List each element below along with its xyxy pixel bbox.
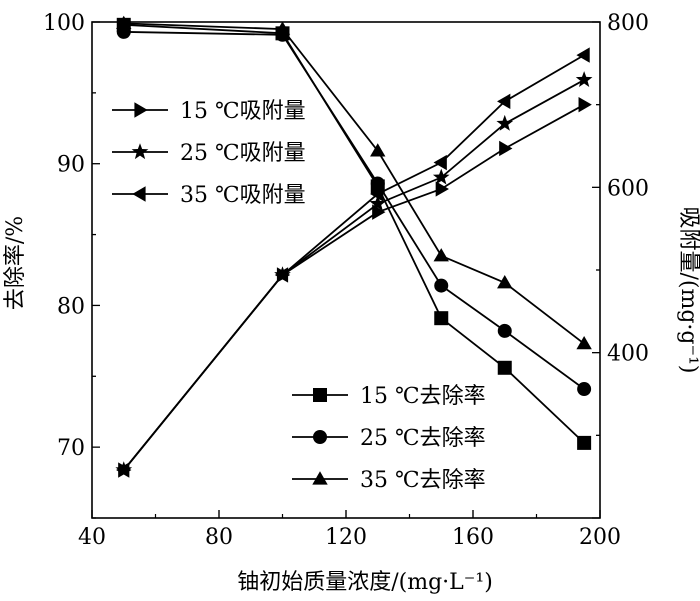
legend-marker <box>313 388 327 402</box>
series-line-1 <box>123 31 585 390</box>
axis-ticks <box>91 21 601 519</box>
legend-label: 25 ℃吸附量 <box>180 141 306 166</box>
data-point <box>576 47 590 63</box>
legend-removal: 15 ℃去除率 25 ℃去除率 35 ℃去除率 <box>292 384 486 493</box>
x-tick-label: 120 <box>325 525 367 550</box>
x-tick-label: 200 <box>579 525 621 550</box>
data-point <box>497 323 512 338</box>
series-markers <box>115 15 593 478</box>
series-line-5 <box>123 54 585 471</box>
series-line-0 <box>123 23 585 444</box>
legend-marker <box>312 471 328 485</box>
data-point <box>433 154 447 171</box>
legend-marker <box>132 186 146 202</box>
series-line-4 <box>123 79 585 471</box>
data-point <box>577 435 592 450</box>
left-y-tick-label: 100 <box>43 11 85 36</box>
x-tick-label: 160 <box>452 525 494 550</box>
right-y-tick-label: 600 <box>607 176 649 201</box>
data-point <box>497 360 512 375</box>
left-y-tick-label: 90 <box>57 153 85 178</box>
legends: 15 ℃吸附量 25 ℃吸附量 35 ℃吸附量 15 ℃去除率 25 ℃去除率 35 ℃去… <box>112 99 486 493</box>
x-tick-label: 80 <box>205 525 233 550</box>
legend-label: 25 ℃去除率 <box>360 426 486 451</box>
data-point <box>274 267 289 283</box>
data-point <box>496 114 514 131</box>
series-markers-4 <box>115 71 593 478</box>
right-y-tick-label: 800 <box>607 11 649 36</box>
left-y-axis-title: 去除率/% <box>3 216 28 310</box>
axis-tick-labels: 40 80 120 160 200 70 80 90 100 400 600 800 <box>43 11 649 550</box>
series-markers-1 <box>116 24 592 397</box>
data-point <box>370 176 385 191</box>
data-point <box>435 181 449 197</box>
data-point <box>499 140 513 157</box>
data-point <box>434 278 449 293</box>
x-tick-label: 40 <box>78 525 106 550</box>
legend-label: 15 ℃吸附量 <box>180 99 306 124</box>
left-y-tick-label: 80 <box>57 294 85 319</box>
data-point <box>432 168 450 185</box>
right-y-tick-label: 400 <box>607 342 649 367</box>
series-lines <box>123 22 585 471</box>
data-point <box>578 96 592 113</box>
x-axis-title: 铀初始质量浓度/(mg·L⁻¹) <box>237 570 493 595</box>
right-y-axis-title: 吸附量/(mg·g⁻¹) <box>676 206 700 373</box>
data-point <box>497 93 511 110</box>
data-point <box>577 382 592 397</box>
plot-border <box>91 21 601 519</box>
data-point <box>116 462 130 478</box>
data-point <box>116 15 132 30</box>
data-point <box>370 143 386 157</box>
plot-frame <box>91 21 601 519</box>
data-point <box>575 71 593 87</box>
series-markers-2 <box>116 15 592 350</box>
legend-label: 35 ℃去除率 <box>360 468 486 493</box>
data-point <box>369 195 387 211</box>
data-point <box>497 275 513 289</box>
data-point <box>576 335 592 350</box>
legend-marker <box>134 102 148 118</box>
series-markers-5 <box>116 47 590 478</box>
legend-adsorption: 15 ℃吸附量 25 ℃吸附量 35 ℃吸附量 <box>112 99 306 208</box>
left-y-tick-label: 70 <box>57 436 85 461</box>
legend-label: 35 ℃吸附量 <box>180 183 306 208</box>
data-point <box>434 311 449 326</box>
series-markers-0 <box>116 17 592 450</box>
legend-marker <box>131 143 149 160</box>
data-point <box>370 186 384 202</box>
data-point <box>274 21 291 35</box>
series-line-2 <box>123 22 585 345</box>
legend-label: 15 ℃去除率 <box>360 384 486 409</box>
legend-marker <box>313 430 327 444</box>
data-point <box>433 248 449 262</box>
